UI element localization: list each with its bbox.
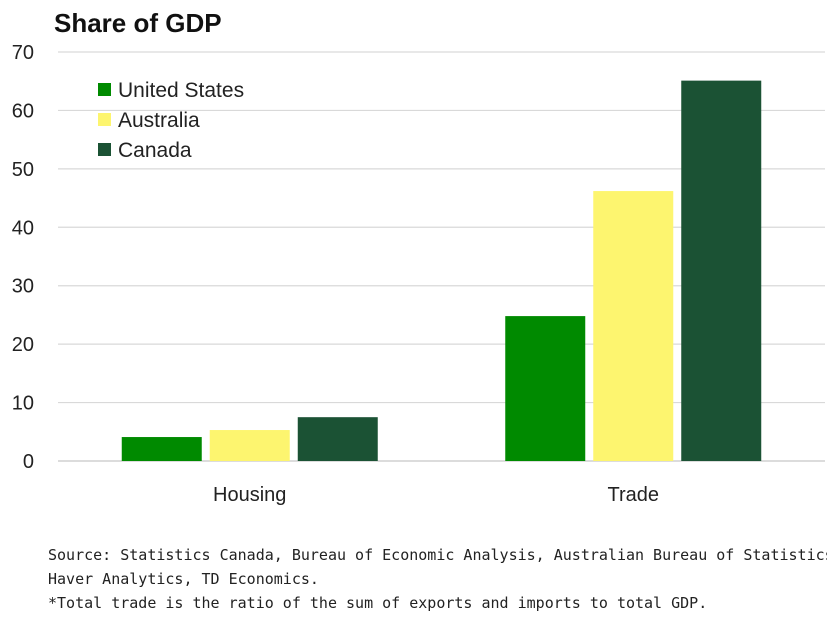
footnote: *Total trade is the ratio of the sum of … (48, 594, 708, 612)
legend-swatch (98, 143, 111, 156)
chart-notes: Source: Statistics Canada, Bureau of Eco… (48, 543, 827, 615)
y-tick-label: 10 (12, 393, 34, 415)
bar (297, 417, 378, 461)
y-tick-label: 40 (12, 217, 34, 239)
legend-label: United States (118, 79, 244, 102)
bar (505, 316, 586, 461)
y-tick-label: 30 (12, 276, 34, 298)
y-tick-label: 60 (12, 100, 34, 122)
chart-title: Share of GDP (54, 8, 222, 38)
y-tick-label: 0 (23, 451, 34, 473)
bar (593, 191, 674, 461)
legend-swatch (98, 83, 111, 96)
legend-swatch (98, 113, 111, 126)
legend-label: Canada (118, 139, 192, 162)
source-line-1: Source: Statistics Canada, Bureau of Eco… (48, 546, 827, 564)
x-tick-label: Trade (607, 484, 659, 506)
bar (121, 437, 202, 461)
bar (209, 430, 290, 461)
x-tick-label: Housing (213, 484, 286, 506)
legend-label: Australia (118, 109, 200, 132)
y-tick-label: 70 (12, 42, 34, 64)
bar (681, 80, 762, 461)
y-tick-label: 20 (12, 334, 34, 356)
source-line-2: Haver Analytics, TD Economics. (48, 570, 319, 588)
y-tick-label: 50 (12, 159, 34, 181)
bar-chart: 0 10 20 30 40 50 60 70 Housing Trade United States… (12, 42, 825, 506)
